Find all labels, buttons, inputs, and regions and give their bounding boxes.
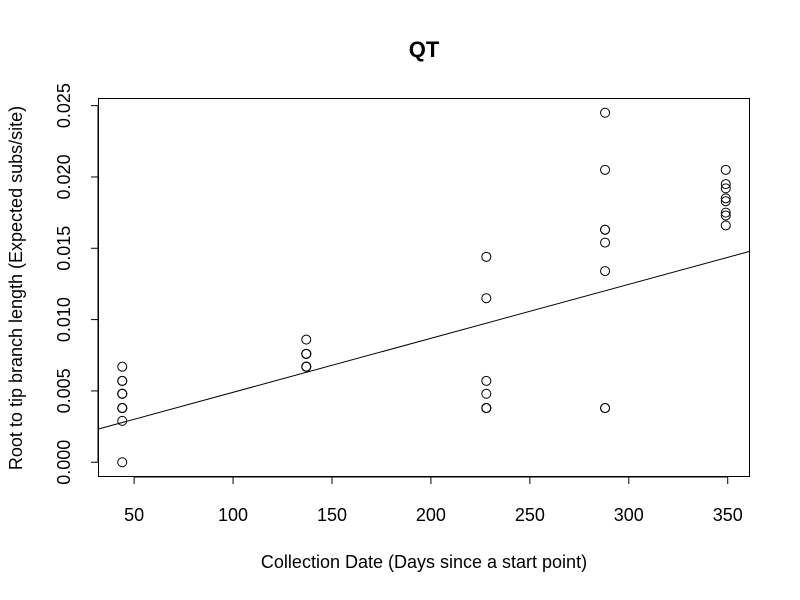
data-point: [301, 361, 312, 372]
data-point: [481, 293, 492, 304]
chart-title: QT: [409, 37, 440, 62]
data-point: [720, 207, 731, 218]
x-tick-label: 200: [416, 505, 446, 525]
x-tick-label: 150: [317, 505, 347, 525]
data-point: [117, 415, 128, 426]
x-axis: 50 100 150 200 250 300 350: [124, 476, 743, 525]
x-tick-label: 250: [515, 505, 545, 525]
data-point: [600, 224, 611, 235]
data-point: [600, 237, 611, 248]
data-point: [117, 388, 128, 399]
x-tick-label: 300: [614, 505, 644, 525]
data-point: [481, 388, 492, 399]
data-point: [720, 179, 731, 190]
data-point: [600, 107, 611, 118]
data-point: [720, 196, 731, 207]
y-tick-label: 0.015: [54, 226, 74, 271]
y-tick-label: 0.005: [54, 368, 74, 413]
data-point: [720, 183, 731, 194]
y-tick-label: 0.010: [54, 297, 74, 342]
x-axis-label: Collection Date (Days since a start poin…: [261, 552, 587, 572]
data-point: [720, 220, 731, 231]
data-point: [481, 403, 492, 414]
data-point: [600, 164, 611, 175]
y-tick-label: 0.000: [54, 440, 74, 485]
y-tick-label: 0.025: [54, 83, 74, 128]
data-point: [117, 375, 128, 386]
regression-line: [98, 250, 750, 430]
x-tick-label: 100: [218, 505, 248, 525]
regression-line-group: [98, 250, 750, 430]
x-tick-label: 350: [713, 505, 743, 525]
data-point: [117, 361, 128, 372]
y-axis-label: Root to tip branch length (Expected subs…: [6, 106, 26, 470]
data-point: [117, 457, 128, 468]
data-point: [720, 210, 731, 221]
data-point: [600, 403, 611, 414]
data-point: [117, 403, 128, 414]
plot-area-frame: [98, 98, 750, 477]
data-point: [600, 266, 611, 277]
data-point: [301, 334, 312, 345]
x-tick-label: 50: [124, 505, 144, 525]
y-tick-label: 0.020: [54, 154, 74, 199]
data-point: [720, 193, 731, 204]
data-point: [481, 251, 492, 262]
data-point: [481, 375, 492, 386]
data-point: [301, 348, 312, 359]
y-axis: 0.000 0.005 0.010 0.015 0.020 0.025: [54, 83, 99, 485]
data-points: [117, 107, 731, 468]
data-point: [720, 164, 731, 175]
